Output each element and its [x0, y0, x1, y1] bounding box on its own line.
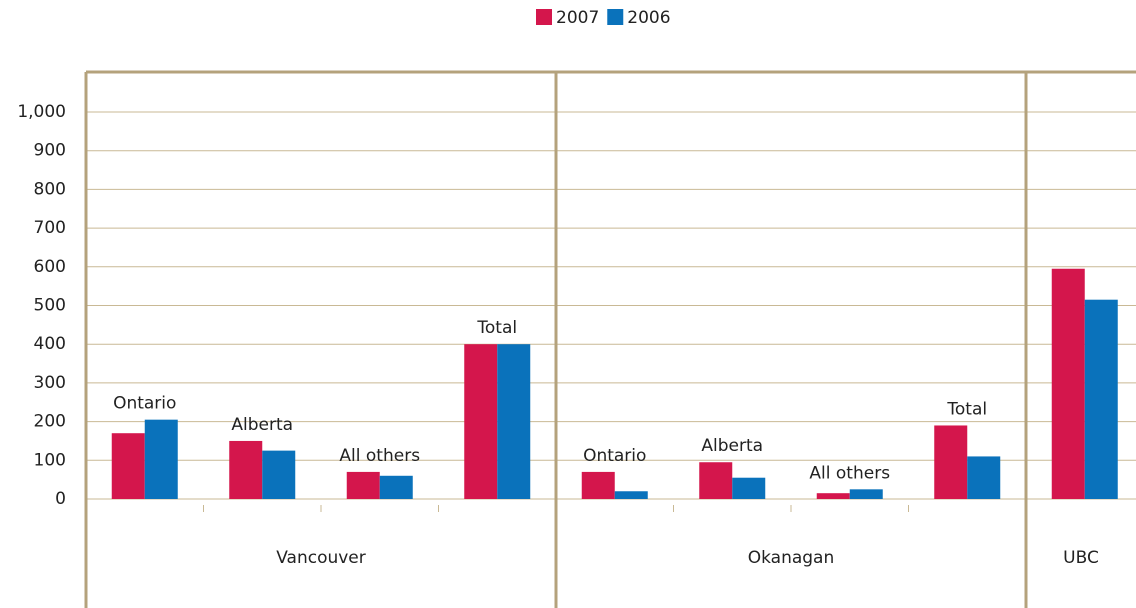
group-label: Vancouver: [276, 548, 366, 568]
group-label: Okanagan: [748, 548, 835, 568]
y-tick-label: 1,000: [17, 102, 66, 122]
category-label: Total: [946, 399, 987, 419]
bar: [967, 456, 1001, 499]
category-label: Alberta: [701, 436, 763, 456]
group-label: UBC: [1063, 548, 1099, 568]
bar: [934, 425, 968, 499]
category-label: Alberta: [231, 415, 293, 435]
y-tick-label: 700: [34, 218, 66, 238]
legend-swatch: [536, 9, 552, 25]
y-tick-label: 800: [34, 179, 66, 199]
legend-swatch: [607, 9, 624, 25]
bar: [379, 475, 413, 499]
y-tick-label: 0: [55, 489, 66, 509]
bar: [111, 433, 145, 499]
legend-label: 2007: [556, 8, 599, 28]
bar: [229, 440, 263, 499]
bar: [497, 344, 531, 499]
bar: [1084, 299, 1118, 499]
y-tick-label: 600: [34, 257, 66, 277]
category-label: Total: [476, 318, 517, 338]
bar: [464, 344, 498, 499]
category-label: All others: [339, 446, 420, 466]
y-tick-label: 400: [34, 334, 66, 354]
y-tick-label: 300: [34, 373, 66, 393]
bar: [144, 419, 178, 499]
y-tick-label: 200: [34, 412, 66, 432]
legend-label: 2006: [627, 8, 670, 28]
bar: [849, 489, 883, 499]
bar: [1051, 268, 1085, 499]
category-label: Ontario: [113, 394, 176, 414]
bar: [614, 491, 648, 499]
bar: [699, 462, 733, 499]
y-tick-label: 500: [34, 296, 66, 316]
y-tick-label: 900: [34, 141, 66, 161]
y-tick-label: 100: [34, 450, 66, 470]
bar: [816, 493, 850, 499]
bar: [262, 450, 296, 499]
bar: [581, 471, 615, 499]
category-label: All others: [809, 463, 890, 483]
bar: [346, 471, 380, 499]
bar: [732, 477, 766, 499]
category-label: Ontario: [583, 446, 646, 466]
